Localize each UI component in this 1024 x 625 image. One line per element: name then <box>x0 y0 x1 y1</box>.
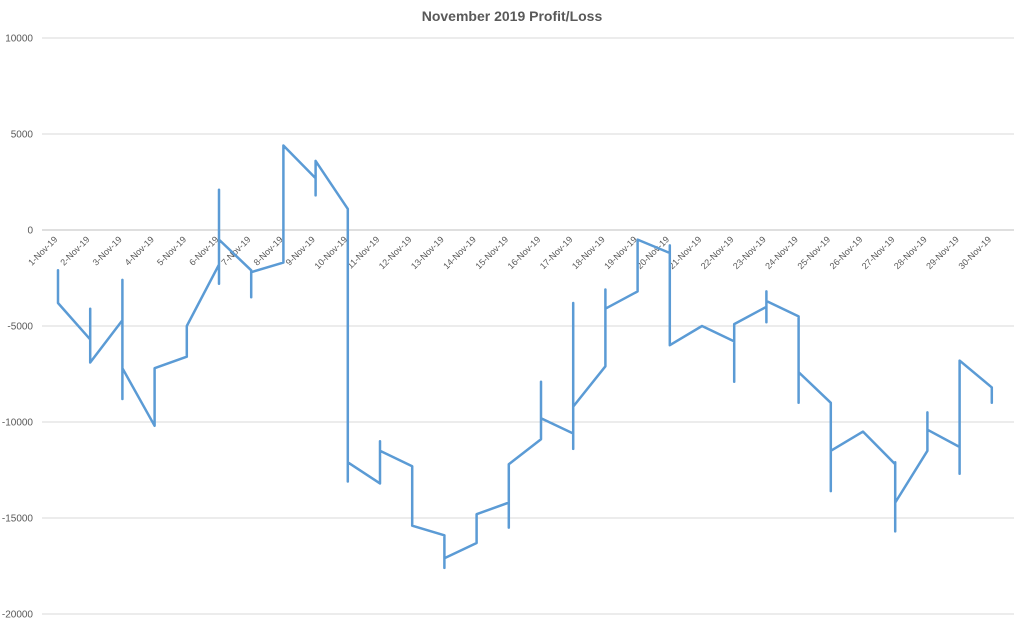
x-tick-label: 7-Nov-19 <box>219 234 252 267</box>
x-tick-label: 27-Nov-19 <box>860 234 897 271</box>
y-tick-label: -5000 <box>7 322 33 333</box>
x-tick-label: 21-Nov-19 <box>667 234 704 271</box>
x-tick-label: 24-Nov-19 <box>763 234 800 271</box>
x-tick-label: 3-Nov-19 <box>91 234 124 267</box>
y-tick-label: -10000 <box>2 418 34 429</box>
x-tick-label: 23-Nov-19 <box>731 234 768 271</box>
x-tick-label: 18-Nov-19 <box>570 234 607 271</box>
chart-title: November 2019 Profit/Loss <box>421 8 603 24</box>
x-tick-label: 1-Nov-19 <box>26 234 59 267</box>
y-tick-label: -20000 <box>2 610 34 621</box>
x-tick-label: 6-Nov-19 <box>187 234 220 267</box>
x-tick-label: 16-Nov-19 <box>506 234 543 271</box>
x-tick-label: 4-Nov-19 <box>123 234 156 267</box>
x-tick-label: 22-Nov-19 <box>699 234 736 271</box>
x-tick-label: 25-Nov-19 <box>795 234 832 271</box>
x-tick-label: 26-Nov-19 <box>828 234 865 271</box>
x-tick-label: 30-Nov-19 <box>956 234 993 271</box>
x-tick-label: 11-Nov-19 <box>345 234 381 270</box>
y-tick-label: -15000 <box>2 514 34 525</box>
x-tick-label: 29-Nov-19 <box>924 234 961 271</box>
x-tick-label: 15-Nov-19 <box>473 234 510 271</box>
y-tick-label: 5000 <box>11 130 34 141</box>
y-tick-label: 0 <box>27 226 33 237</box>
x-tick-label: 9-Nov-19 <box>284 234 317 267</box>
x-tick-label: 17-Nov-19 <box>538 234 575 271</box>
series-line <box>56 144 994 570</box>
y-tick-label: 10000 <box>5 34 33 45</box>
x-tick-label: 10-Nov-19 <box>312 234 349 271</box>
x-tick-label: 5-Nov-19 <box>155 234 188 267</box>
x-tick-label: 2-Nov-19 <box>58 234 91 267</box>
x-tick-label: 19-Nov-19 <box>602 234 639 271</box>
x-tick-label: 12-Nov-19 <box>377 234 414 271</box>
x-tick-label: 13-Nov-19 <box>409 234 446 271</box>
x-tick-label: 28-Nov-19 <box>892 234 929 271</box>
x-tick-label: 14-Nov-19 <box>441 234 478 271</box>
